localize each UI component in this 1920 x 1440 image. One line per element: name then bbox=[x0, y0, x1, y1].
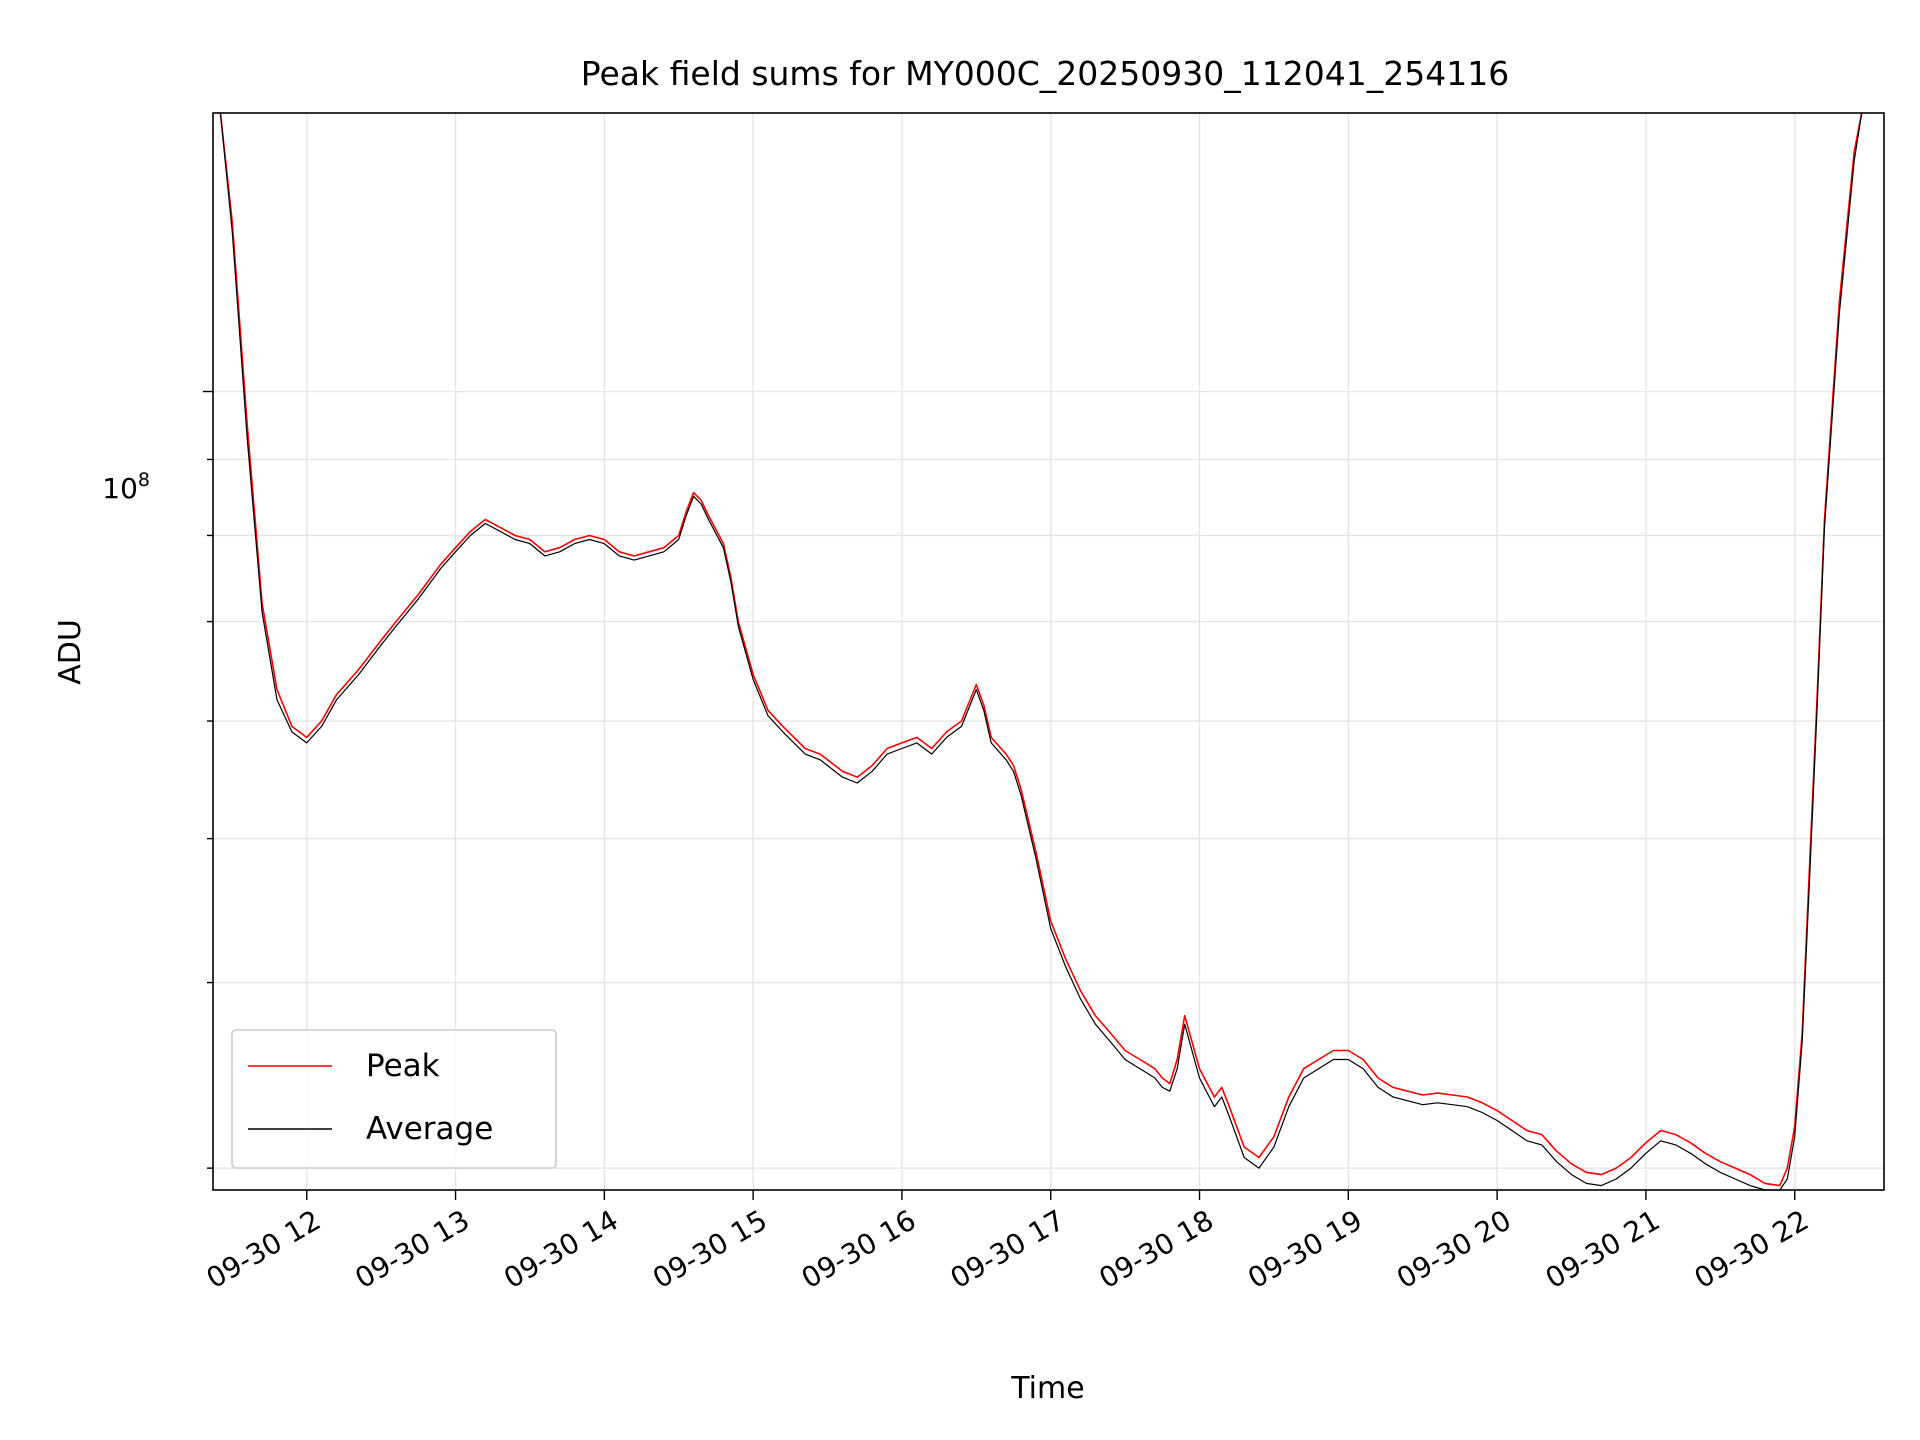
legend-box bbox=[231, 1029, 557, 1169]
grid-lines bbox=[213, 113, 1884, 1190]
series-line-average bbox=[219, 112, 1863, 1191]
series-lines bbox=[219, 112, 1863, 1191]
series-line-peak bbox=[219, 112, 1863, 1187]
legend-label-average: Average bbox=[366, 1111, 493, 1147]
plot-area-frame bbox=[212, 112, 1885, 1191]
legend-label-peak: Peak bbox=[366, 1048, 440, 1084]
y-tick-label-base: 10 bbox=[102, 472, 138, 505]
x-axis-label: Time bbox=[1010, 1371, 1084, 1406]
y-tick-label-1e8: 108 bbox=[102, 469, 150, 505]
axis-ticks bbox=[203, 390, 1796, 1200]
y-tick-label-exponent: 8 bbox=[138, 469, 150, 491]
y-axis-label: ADU bbox=[53, 619, 88, 685]
chart-title: Peak field sums for MY000C_20250930_1120… bbox=[581, 54, 1509, 93]
legend: Peak Average bbox=[231, 1029, 557, 1169]
